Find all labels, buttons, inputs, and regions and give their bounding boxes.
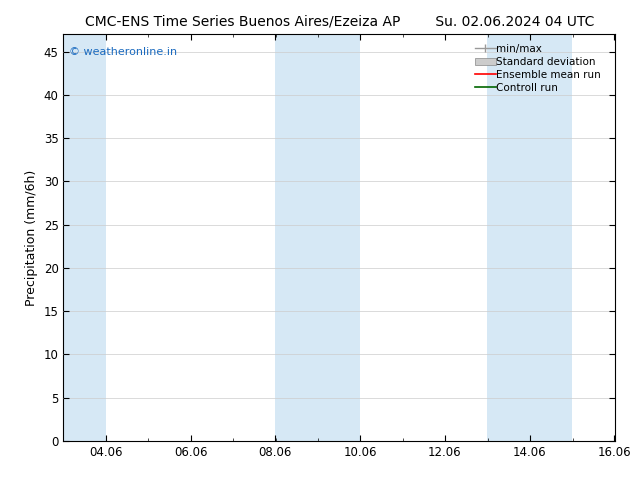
Title: CMC-ENS Time Series Buenos Aires/Ezeiza AP        Su. 02.06.2024 04 UTC: CMC-ENS Time Series Buenos Aires/Ezeiza … — [84, 15, 594, 29]
Bar — [275, 34, 360, 441]
Bar — [487, 34, 572, 441]
Bar — [63, 34, 106, 441]
Legend: min/max, Standard deviation, Ensemble mean run, Controll run: min/max, Standard deviation, Ensemble me… — [470, 40, 610, 97]
Text: © weatheronline.in: © weatheronline.in — [69, 47, 177, 56]
Y-axis label: Precipitation (mm/6h): Precipitation (mm/6h) — [25, 170, 38, 306]
